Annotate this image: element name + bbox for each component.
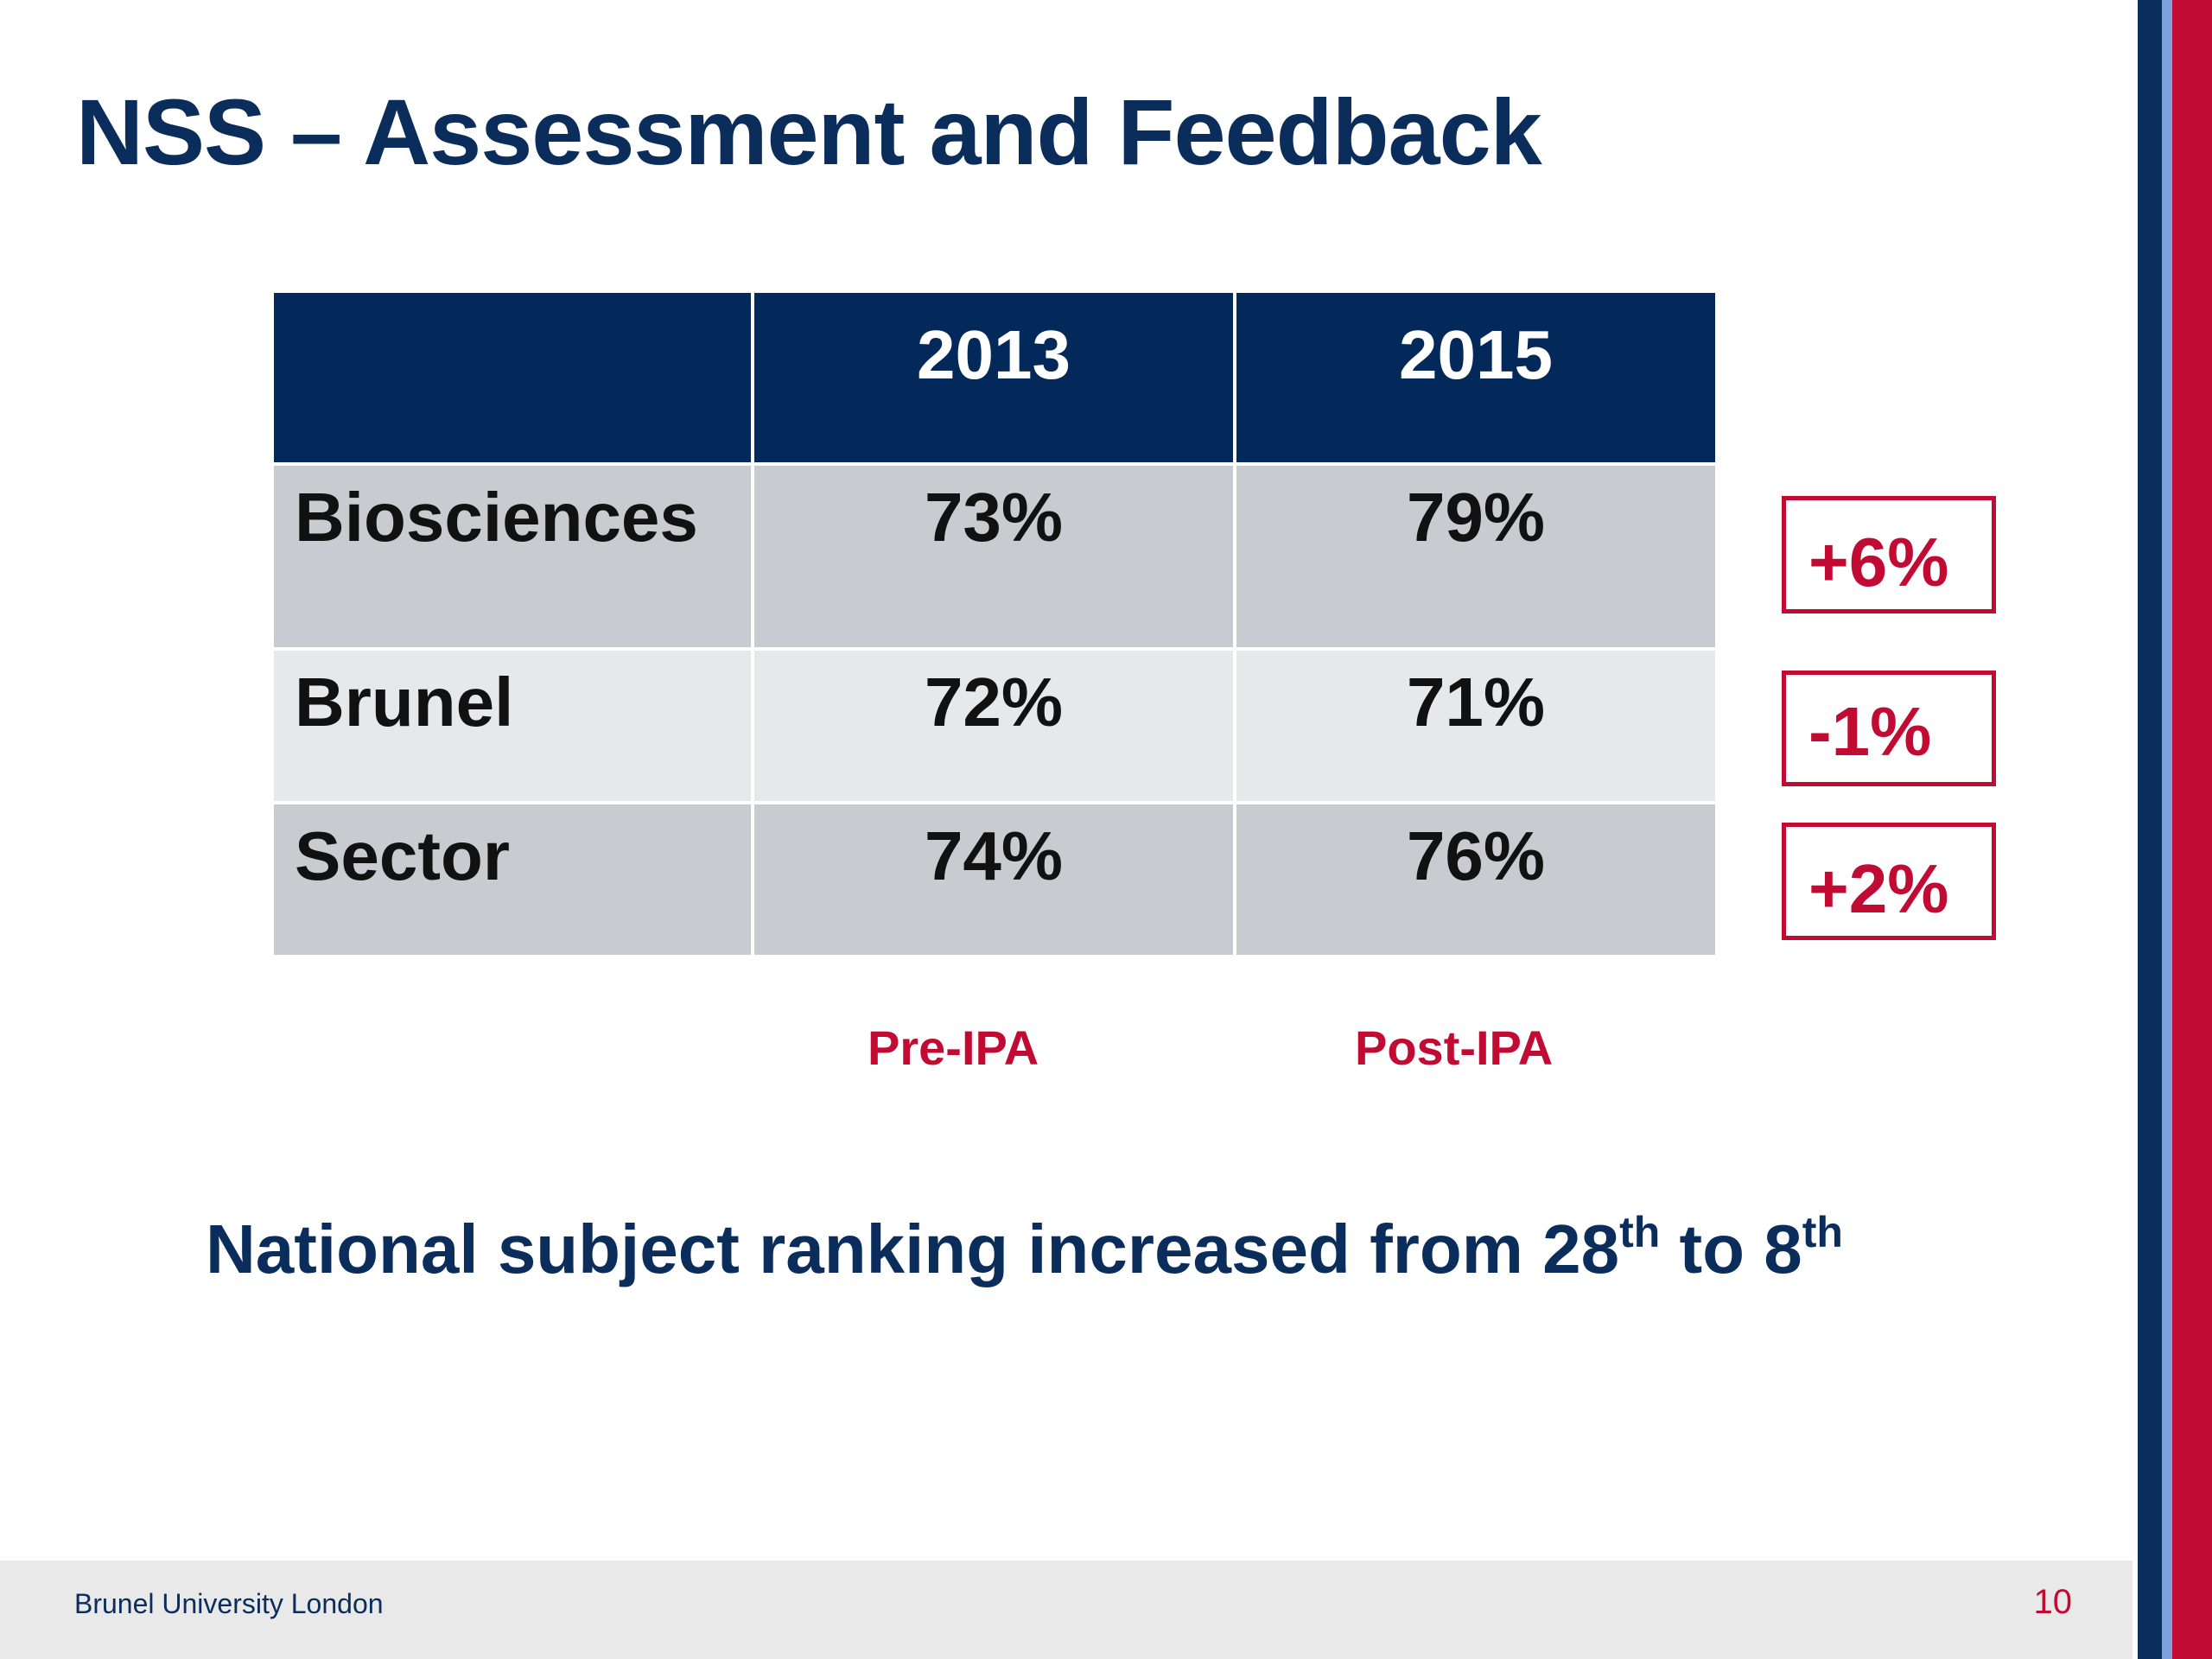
post-ipa-label: Post-IPA	[1355, 1020, 1554, 1075]
change-badge-biosciences: +6%	[1782, 496, 1996, 613]
ranking-ordinal-1: th	[1619, 1208, 1661, 1256]
cell-brunel-2015: 71%	[1233, 647, 1719, 804]
ranking-text-start: National subject ranking increased from …	[206, 1211, 1620, 1287]
table-row: Biosciences 73% 79%	[270, 462, 1719, 651]
decorative-stripe-red	[2172, 0, 2212, 1659]
table-row: Sector 74% 76%	[270, 801, 1719, 958]
row-label-brunel: Brunel	[270, 647, 754, 804]
decorative-stripe-white	[2133, 0, 2138, 1659]
page-number: 10	[2033, 1583, 2073, 1621]
nss-results-table: 2013 2015 Biosciences 73% 79% Brunel 72%…	[270, 289, 1719, 958]
cell-brunel-2013: 72%	[751, 647, 1236, 804]
table-header-blank	[270, 289, 754, 466]
cell-biosciences-2015: 79%	[1233, 462, 1719, 651]
decorative-stripe-blue	[2162, 0, 2172, 1659]
change-badge-sector: +2%	[1782, 823, 1996, 940]
cell-biosciences-2013: 73%	[751, 462, 1236, 651]
footer-organization: Brunel University London	[74, 1588, 384, 1619]
ranking-ordinal-2: th	[1802, 1208, 1843, 1256]
cell-sector-2015: 76%	[1233, 801, 1719, 958]
row-label-biosciences: Biosciences	[270, 462, 754, 651]
pre-ipa-label: Pre-IPA	[868, 1020, 1039, 1075]
row-label-sector: Sector	[270, 801, 754, 958]
cell-sector-2013: 74%	[751, 801, 1236, 958]
decorative-stripe-navy	[2138, 0, 2162, 1659]
slide-title: NSS – Assessment and Feedback	[76, 79, 1542, 184]
table-header-2015: 2015	[1233, 289, 1719, 466]
footer-bar: Brunel University London 10	[0, 1560, 2133, 1659]
table-header-row: 2013 2015	[270, 289, 1719, 466]
table-header-2013: 2013	[751, 289, 1236, 466]
change-badge-brunel: -1%	[1782, 671, 1996, 786]
table-row: Brunel 72% 71%	[270, 647, 1719, 804]
ranking-statement: National subject ranking increased from …	[206, 1210, 1843, 1289]
ranking-text-middle: to 8	[1660, 1211, 1802, 1287]
